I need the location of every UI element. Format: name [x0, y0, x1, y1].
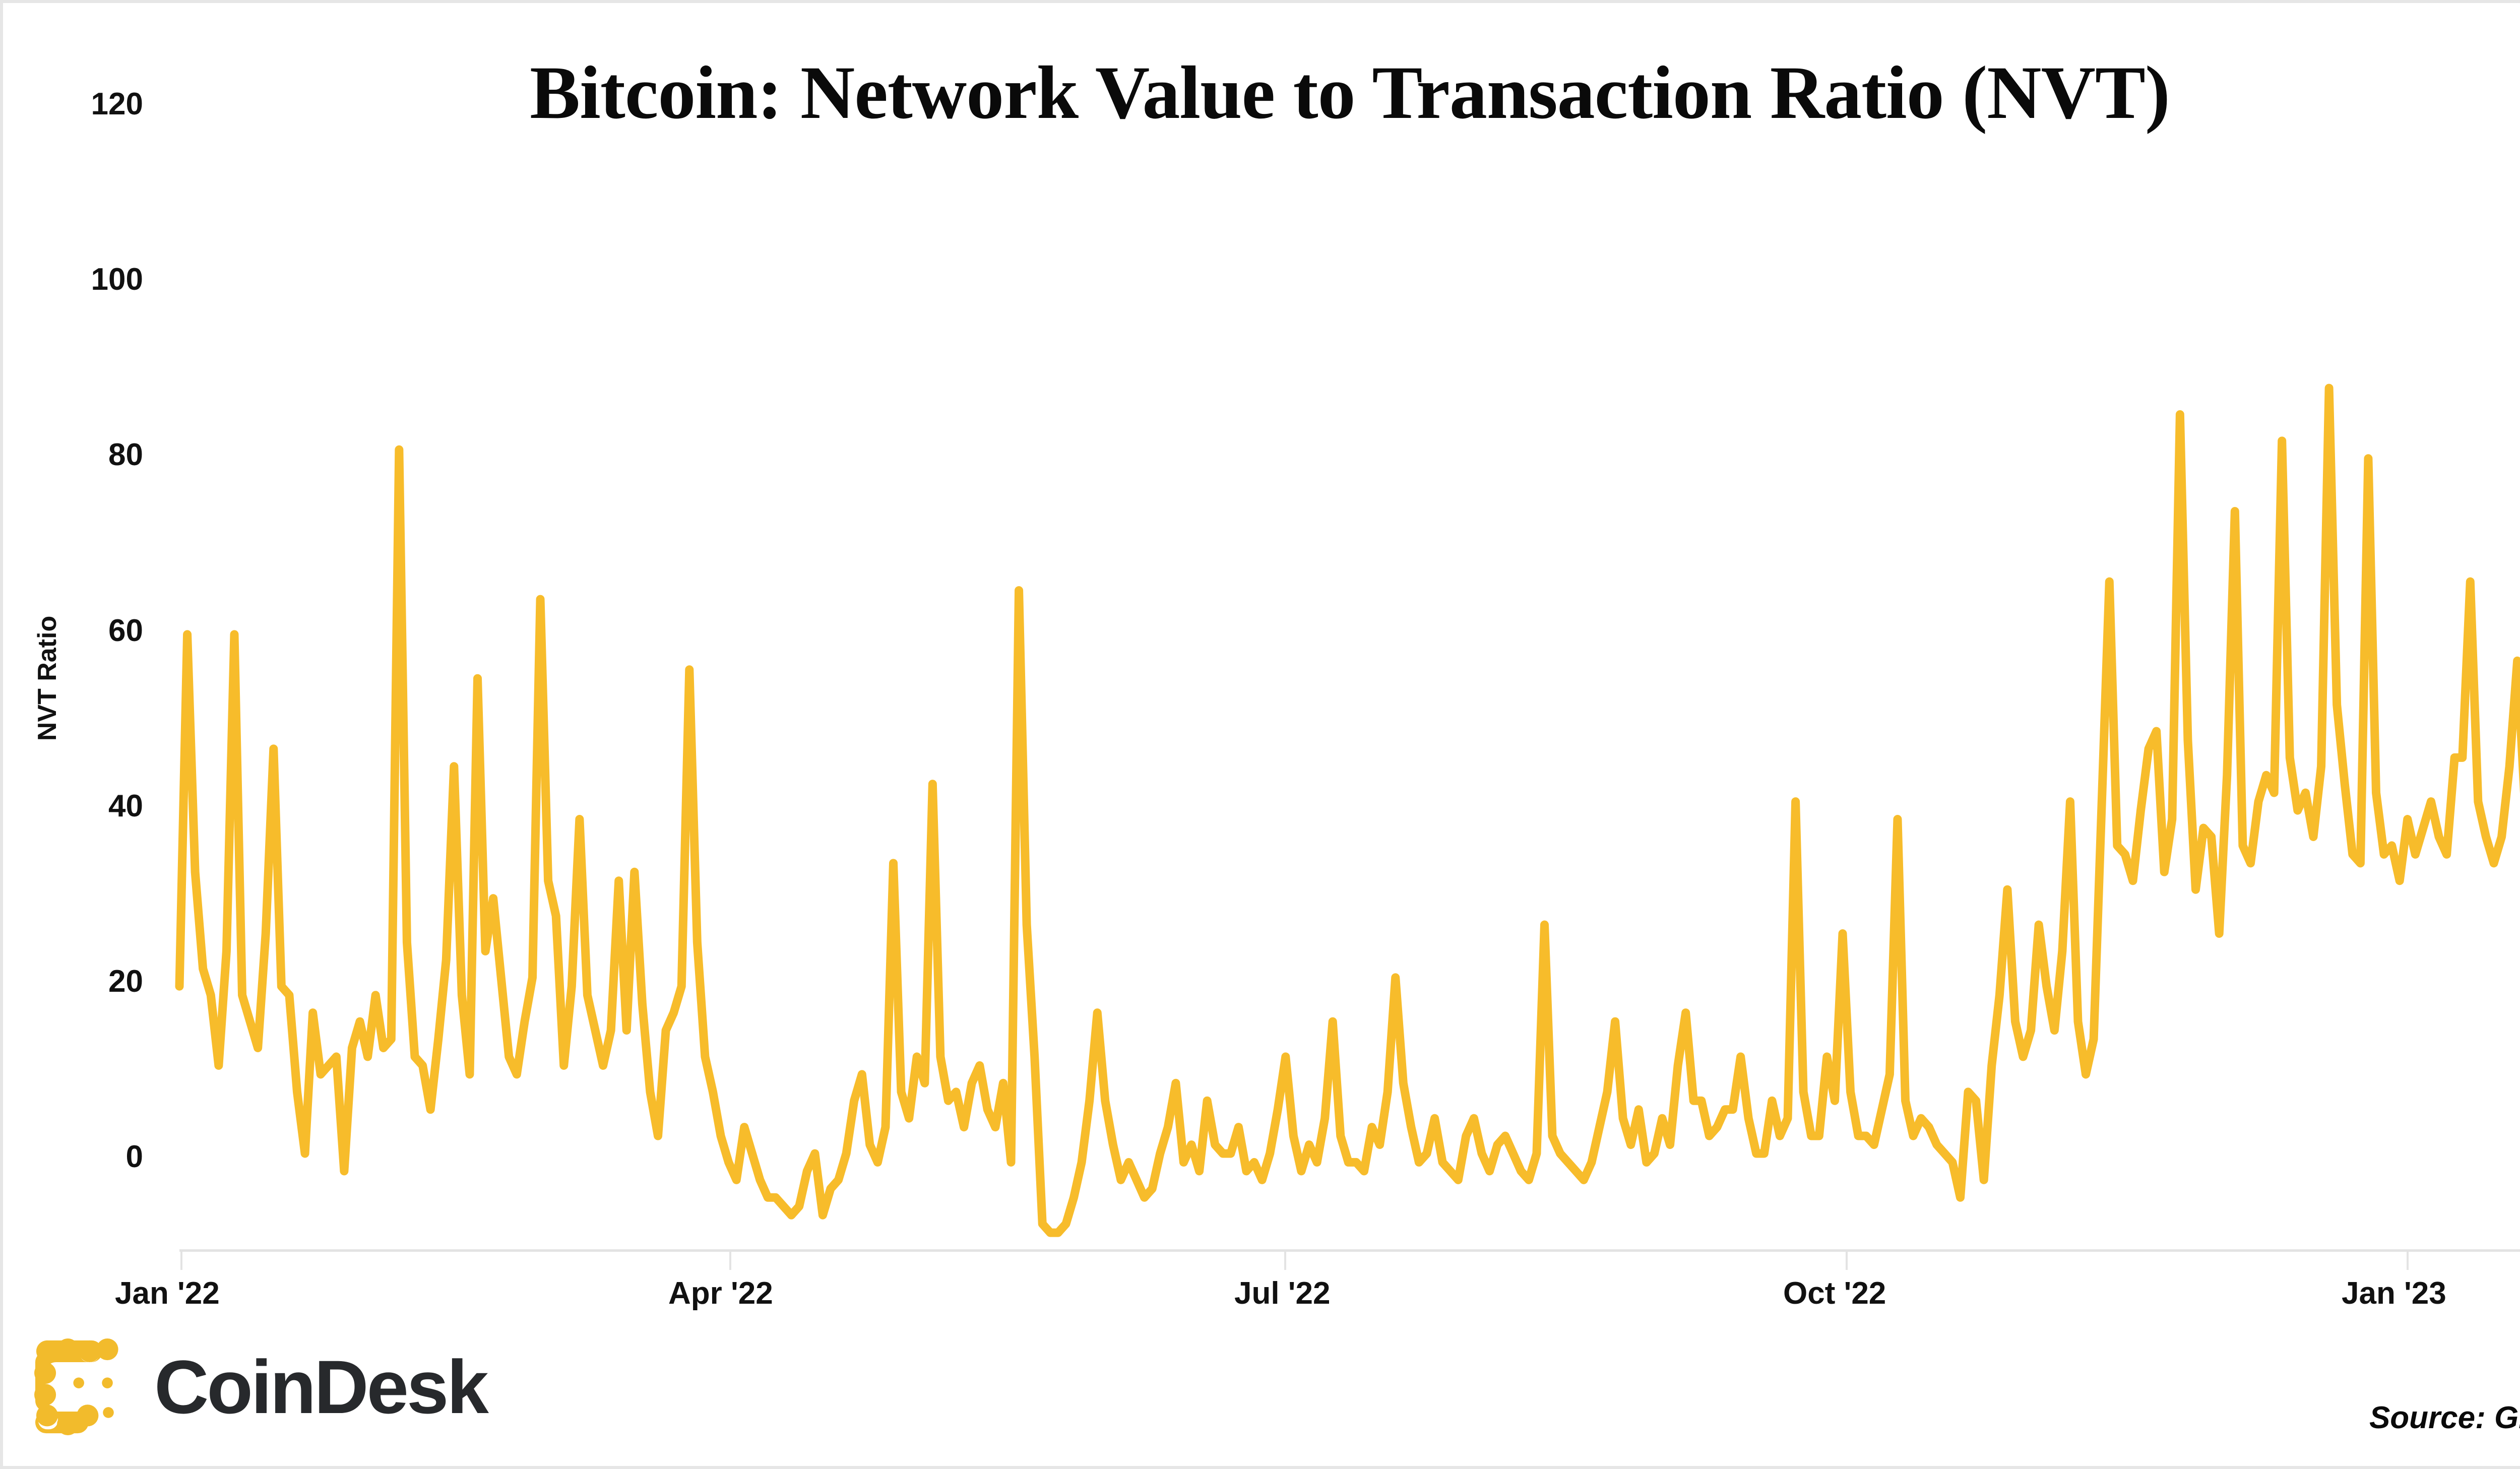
source-attribution: Source: Glassnode	[2369, 1400, 2520, 1435]
x-axis-tick-label-oct22: Oct '22	[1783, 1276, 1886, 1311]
y-axis-tick-label-60: 60	[108, 613, 143, 648]
y-axis-tick-label-0: 0	[125, 1139, 143, 1174]
x-axis-tick-jan23	[2407, 1252, 2409, 1270]
coindesk-wordmark: CoinDesk	[154, 1345, 489, 1429]
nvt-line-chart	[179, 195, 2520, 1250]
x-axis-tick-label-jan23: Jan '23	[2342, 1276, 2446, 1311]
x-axis-tick-apr22	[729, 1252, 731, 1270]
x-axis-line	[179, 1249, 2520, 1252]
coindesk-logo-icon	[34, 1338, 118, 1436]
x-axis-tick-label-apr22: Apr '22	[668, 1276, 773, 1311]
nvt-ratio-line	[179, 388, 2520, 1233]
page-title: Bitcoin: Network Value to Transaction Ra…	[530, 51, 2170, 135]
x-axis-tick-jan22	[180, 1252, 182, 1270]
x-axis-tick-jul22	[1284, 1252, 1286, 1270]
x-axis-tick-label-jan22: Jan '22	[115, 1276, 220, 1311]
plot-area	[179, 195, 2520, 1250]
y-axis-tick-label-40: 40	[108, 789, 143, 823]
y-axis-tick-label-80: 80	[108, 437, 143, 472]
x-axis-tick-label-jul22: Jul '22	[1234, 1276, 1331, 1311]
y-axis-tick-label-100: 100	[91, 262, 143, 297]
y-axis-title: NVT Ratio	[33, 615, 62, 741]
y-axis-tick-label-120: 120	[91, 87, 143, 121]
y-axis-tick-label-20: 20	[108, 964, 143, 999]
coindesk-logo: CoinDesk	[34, 1337, 489, 1436]
x-axis-tick-oct22	[1846, 1252, 1848, 1270]
